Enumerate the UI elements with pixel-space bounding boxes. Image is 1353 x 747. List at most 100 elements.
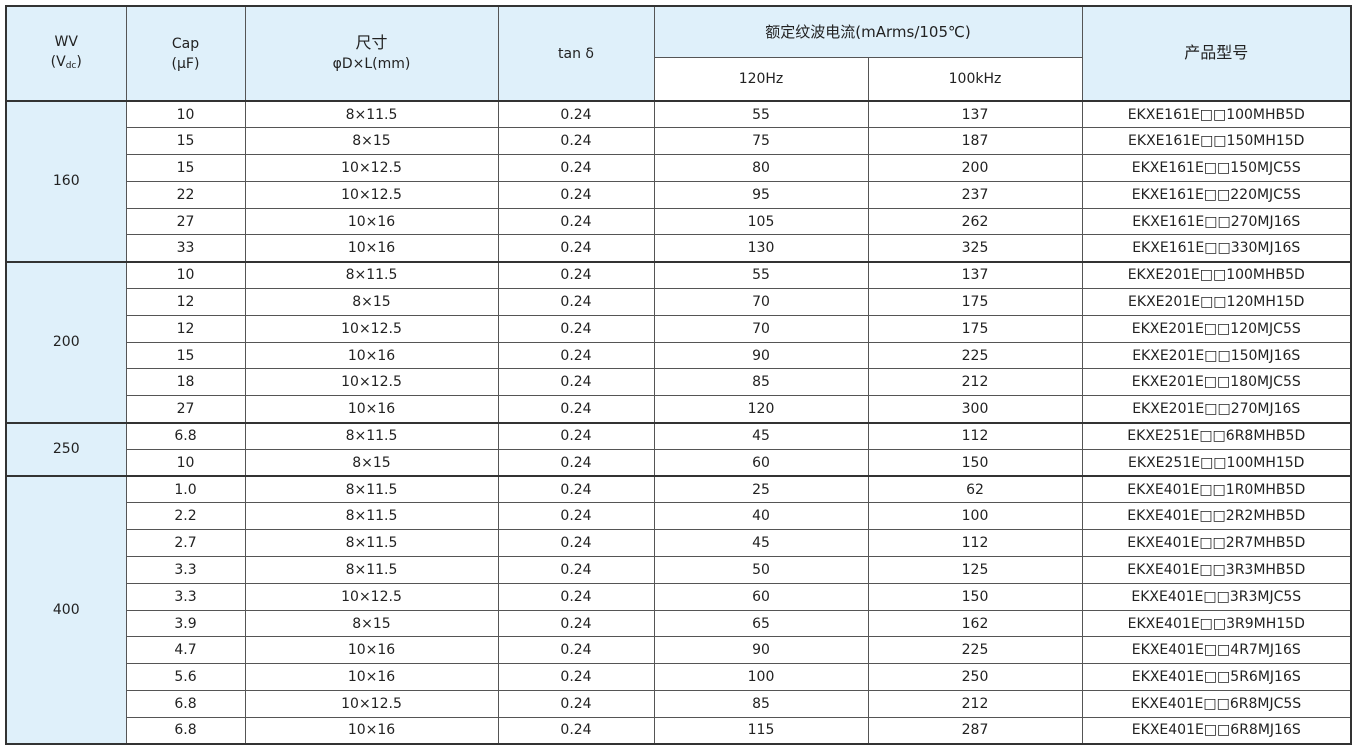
- ripple-100khz-cell: 137: [867, 100, 1083, 129]
- header-text: WV: [54, 33, 78, 50]
- data-row: 250 6.8 8×11.5 0.24 45 112 EKXE251E□□6R8MHB5D: [5, 421, 1352, 477]
- cap-cell: 6.8: [125, 421, 246, 450]
- model-cell: EKXE201E□□120MH15D: [1081, 288, 1352, 316]
- header-text: 尺寸: [355, 33, 388, 52]
- cap-cell: 12: [125, 288, 246, 316]
- ripple-120hz-cell: 90: [653, 636, 869, 665]
- tan-delta-cell: 0.24: [497, 582, 655, 611]
- data-row: 160 10 8×11.5 0.24 55 137 EKXE161E□□100MHB5D: [5, 100, 1352, 263]
- header-tan: tan δ: [497, 5, 655, 102]
- cap-cell: 27: [125, 395, 246, 424]
- ripple-120hz-cell: 130: [653, 234, 869, 263]
- data-row: 27 10×16 0.24 120 300 EKXE201E□□270MJ16S: [6, 395, 1352, 424]
- table-header: WV (Vdc) Cap (μF) 尺寸 φD×L(mm) tan δ 额定纹波电流(…: [5, 5, 1352, 102]
- ripple-120hz-cell: 80: [653, 154, 869, 182]
- model-cell: EKXE251E□□6R8MHB5D: [1081, 421, 1352, 450]
- ripple-120hz-cell: 45: [653, 529, 869, 558]
- model-cell: EKXE401E□□1R0MHB5D: [1081, 475, 1352, 504]
- size-cell: 10×16: [244, 234, 499, 263]
- data-row: 6.8 10×12.5 0.24 85 212 EKXE401E□□6R8MJC5S: [6, 690, 1352, 718]
- ripple-120hz-cell: 60: [653, 448, 869, 477]
- cap-cell: 5.6: [125, 663, 246, 692]
- ripple-100khz-cell: 200: [867, 154, 1083, 182]
- tan-delta-cell: 0.24: [497, 502, 655, 531]
- size-cell: 10×12.5: [244, 180, 499, 209]
- ripple-120hz-cell: 90: [653, 341, 869, 370]
- cap-cell: 6.8: [125, 716, 246, 745]
- tan-delta-cell: 0.24: [497, 180, 655, 209]
- ripple-100khz-cell: 112: [867, 421, 1083, 450]
- data-row: 15 8×15 0.24 75 187 EKXE161E□□150MH15D: [6, 127, 1352, 156]
- ripple-120hz-cell: 70: [653, 288, 869, 316]
- data-row: 33 10×16 0.24 130 325 EKXE161E□□330MJ16S: [6, 234, 1352, 263]
- data-row: 3.3 10×12.5 0.24 60 150 EKXE401E□□3R3MJC5S: [6, 582, 1352, 611]
- data-row: 27 10×16 0.24 105 262 EKXE161E□□270MJ16S: [6, 207, 1352, 236]
- ripple-100khz-cell: 300: [867, 395, 1083, 424]
- wv-cell: 200: [5, 260, 127, 424]
- tan-delta-cell: 0.24: [497, 341, 655, 370]
- ripple-120hz-cell: 75: [653, 127, 869, 156]
- tan-delta-cell: 0.24: [497, 288, 655, 316]
- model-cell: EKXE161E□□270MJ16S: [1081, 207, 1352, 236]
- model-cell: EKXE251E□□100MH15D: [1081, 448, 1352, 477]
- model-cell: EKXE201E□□270MJ16S: [1081, 395, 1352, 424]
- tan-delta-cell: 0.24: [497, 127, 655, 156]
- ripple-120hz-cell: 85: [653, 690, 869, 718]
- cap-cell: 12: [125, 314, 246, 343]
- ripple-120hz-cell: 70: [653, 314, 869, 343]
- data-row: 22 10×12.5 0.24 95 237 EKXE161E□□220MJC5S: [6, 180, 1352, 209]
- size-cell: 8×11.5: [244, 475, 499, 504]
- header-size: 尺寸 φD×L(mm): [244, 5, 499, 102]
- model-cell: EKXE161E□□150MH15D: [1081, 127, 1352, 156]
- cap-cell: 2.7: [125, 529, 246, 558]
- model-cell: EKXE401E□□2R7MHB5D: [1081, 529, 1352, 558]
- tan-delta-cell: 0.24: [497, 395, 655, 424]
- ripple-100khz-cell: 137: [867, 260, 1083, 290]
- header-f120: 120Hz: [653, 57, 869, 102]
- cap-cell: 33: [125, 234, 246, 263]
- data-row: 3.9 8×15 0.24 65 162 EKXE401E□□3R9MH15D: [6, 609, 1352, 638]
- model-cell: EKXE161E□□330MJ16S: [1081, 234, 1352, 263]
- cap-cell: 10: [125, 448, 246, 477]
- tan-delta-cell: 0.24: [497, 716, 655, 745]
- ripple-100khz-cell: 250: [867, 663, 1083, 692]
- size-cell: 10×12.5: [244, 154, 499, 182]
- size-cell: 10×16: [244, 395, 499, 424]
- ripple-120hz-cell: 85: [653, 368, 869, 397]
- data-row: 4.7 10×16 0.24 90 225 EKXE401E□□4R7MJ16S: [6, 636, 1352, 665]
- model-cell: EKXE401E□□3R3MHB5D: [1081, 556, 1352, 584]
- header-cap: Cap (μF): [125, 5, 246, 102]
- size-cell: 10×16: [244, 716, 499, 745]
- tan-delta-cell: 0.24: [497, 368, 655, 397]
- header-text: 额定纹波电流(mArms/105℃): [765, 22, 971, 41]
- ripple-100khz-cell: 237: [867, 180, 1083, 209]
- ripple-120hz-cell: 95: [653, 180, 869, 209]
- model-cell: EKXE401E□□3R3MJC5S: [1081, 582, 1352, 611]
- size-cell: 8×11.5: [244, 556, 499, 584]
- header-text: φD×L(mm): [332, 56, 411, 72]
- ripple-100khz-cell: 287: [867, 716, 1083, 745]
- size-cell: 10×16: [244, 663, 499, 692]
- header-text: 产品型号: [1184, 43, 1249, 62]
- data-row: 15 10×12.5 0.24 80 200 EKXE161E□□150MJC5S: [6, 154, 1352, 182]
- header-text: Cap: [171, 35, 200, 52]
- spec-table: WV (Vdc) Cap (μF) 尺寸 φD×L(mm) tan δ 额定纹波电流(…: [5, 5, 1353, 746]
- data-row: 2.7 8×11.5 0.24 45 112 EKXE401E□□2R7MHB5D: [6, 529, 1352, 558]
- ripple-120hz-cell: 25: [653, 475, 869, 504]
- data-row: 12 8×15 0.24 70 175 EKXE201E□□120MH15D: [6, 288, 1352, 316]
- data-row: 15 10×16 0.24 90 225 EKXE201E□□150MJ16S: [6, 341, 1352, 370]
- size-cell: 8×15: [244, 448, 499, 477]
- header-text: (V: [50, 53, 66, 70]
- wv-cell: 160: [5, 100, 127, 263]
- ripple-100khz-cell: 175: [867, 288, 1083, 316]
- size-cell: 10×16: [244, 636, 499, 665]
- cap-cell: 10: [125, 100, 246, 129]
- size-cell: 8×11.5: [244, 100, 499, 129]
- header-ripple: 额定纹波电流(mArms/105℃): [653, 5, 1083, 58]
- ripple-100khz-cell: 175: [867, 314, 1083, 343]
- model-cell: EKXE161E□□150MJC5S: [1081, 154, 1352, 182]
- header-wv: WV (Vdc): [5, 5, 127, 102]
- ripple-120hz-cell: 50: [653, 556, 869, 584]
- data-row: 2.2 8×11.5 0.24 40 100 EKXE401E□□2R2MHB5D: [6, 502, 1352, 531]
- size-cell: 8×11.5: [244, 260, 499, 290]
